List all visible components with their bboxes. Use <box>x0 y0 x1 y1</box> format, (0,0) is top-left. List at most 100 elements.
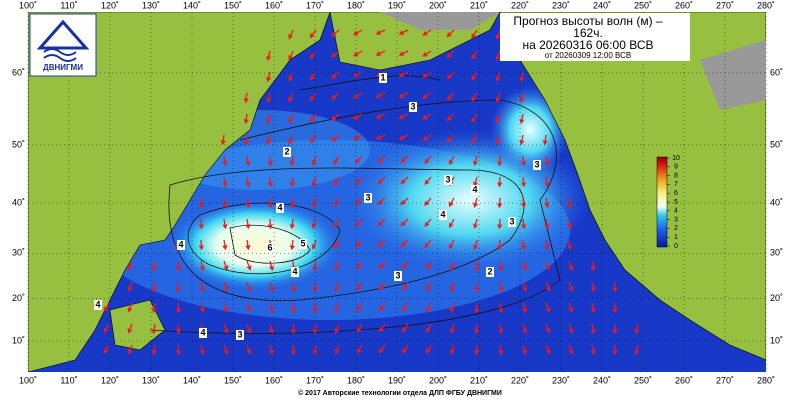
wave-direction-arrow <box>398 113 409 119</box>
wave-direction-arrow <box>426 323 432 334</box>
lat-label: 60˚ <box>770 67 783 77</box>
wave-direction-arrow <box>269 302 274 314</box>
wave-direction-arrow <box>220 134 226 146</box>
lon-label: 170˚ <box>306 375 324 385</box>
contour-label-bg <box>486 267 494 277</box>
wave-direction-arrow <box>521 155 527 167</box>
wave-direction-arrow <box>267 176 273 188</box>
wave-direction-arrow <box>375 29 386 35</box>
wave-direction-arrow <box>498 302 504 314</box>
wave-direction-arrow <box>311 176 317 187</box>
wave-direction-arrow <box>245 176 251 188</box>
wave-direction-arrow <box>446 134 455 143</box>
wave-direction-arrow <box>545 323 551 334</box>
wave-direction-arrow <box>309 92 317 102</box>
lat-label: 10˚ <box>770 335 783 345</box>
lon-label: 250˚ <box>634 375 652 385</box>
colorbar-label: 9 <box>674 164 678 171</box>
contour-label-bg <box>364 193 372 203</box>
wave-direction-arrow <box>151 260 157 272</box>
contour-label: 1 <box>380 72 385 82</box>
wave-direction-arrow <box>246 260 252 271</box>
wave-direction-arrow <box>290 302 296 314</box>
wave-direction-arrow <box>400 218 409 227</box>
wave-direction-arrow <box>103 302 110 312</box>
wave-direction-arrow <box>449 218 455 229</box>
wave-direction-arrow <box>473 239 478 250</box>
wave-direction-arrow <box>634 344 640 356</box>
wave-direction-arrow <box>375 113 386 119</box>
wave-direction-arrow <box>290 344 296 356</box>
contour-label: 3 <box>365 192 370 202</box>
wave-direction-arrow <box>495 71 501 82</box>
wave-direction-arrow <box>474 302 480 314</box>
wave-direction-arrow <box>474 344 480 356</box>
wave-direction-arrow <box>449 197 455 208</box>
wave-direction-arrow <box>449 344 455 355</box>
title-line: на 20260316 06:00 ВСВ <box>523 38 654 52</box>
wave-direction-arrow <box>519 134 525 146</box>
wave-direction-arrow <box>222 176 228 188</box>
wave-direction-arrow <box>544 218 550 230</box>
wave-direction-arrow <box>334 281 340 292</box>
lat-label: 20˚ <box>12 293 25 303</box>
wave-direction-arrow <box>449 323 455 334</box>
wave-direction-arrow <box>521 218 527 230</box>
wave-direction-arrow <box>522 302 528 313</box>
wave-direction-arrow <box>267 197 273 209</box>
contour-label: 5 <box>300 238 305 248</box>
wave-direction-arrow <box>246 302 252 313</box>
wave-direction-arrow <box>495 92 501 103</box>
contour-label: 3 <box>445 174 450 184</box>
wave-direction-arrow <box>309 29 317 39</box>
wave-direction-arrow <box>398 71 409 77</box>
wave-direction-arrow <box>498 281 504 293</box>
contour-label-bg <box>276 203 284 213</box>
wave-direction-arrow <box>590 302 596 314</box>
wave-direction-arrow <box>471 29 478 39</box>
contour-label: 4 <box>472 184 477 194</box>
contour-label-bg <box>199 328 207 338</box>
wave-direction-arrow <box>266 134 272 146</box>
wave-direction-arrow <box>422 92 432 99</box>
lat-label: 20˚ <box>770 293 783 303</box>
colorbar-label: 5 <box>674 199 678 206</box>
wave-direction-arrow <box>175 302 181 314</box>
wave-direction-arrow <box>471 92 478 102</box>
lon-label: 160˚ <box>265 0 283 10</box>
wave-direction-arrow <box>378 260 386 270</box>
wave-direction-arrow <box>400 155 409 164</box>
lon-label: 230˚ <box>552 375 570 385</box>
wave-direction-arrow <box>331 92 340 100</box>
lat-label: 50˚ <box>12 139 25 149</box>
lat-label: 30˚ <box>12 248 25 258</box>
wave-direction-arrow <box>200 281 205 293</box>
wave-direction-arrow <box>331 29 340 37</box>
wave-direction-arrow <box>355 155 363 164</box>
lon-label: 200˚ <box>429 375 447 385</box>
lon-label: 140˚ <box>183 375 201 385</box>
wave-direction-arrow <box>334 260 340 271</box>
wave-direction-arrow <box>497 176 503 188</box>
wave-direction-arrow <box>568 323 574 334</box>
lon-label: 100˚ <box>19 0 37 10</box>
wave-direction-arrow <box>400 239 409 248</box>
wave-direction-arrow <box>449 239 455 250</box>
contour-label-bg <box>471 185 479 195</box>
contour-label-bg <box>533 160 541 170</box>
colorbar-label: 6 <box>674 190 678 197</box>
wave-direction-arrow <box>498 260 504 272</box>
wave-direction-arrow <box>522 344 528 355</box>
wave-direction-arrow <box>422 50 432 57</box>
lon-label: 120˚ <box>101 375 119 385</box>
wave-direction-arrow <box>246 344 252 355</box>
contour-label: 4 <box>277 202 282 212</box>
wave-direction-arrow <box>545 344 551 355</box>
wave-direction-arrow <box>521 239 527 251</box>
wave-direction-arrow <box>289 239 295 251</box>
lon-label: 140˚ <box>183 0 201 10</box>
wave-direction-arrow <box>222 239 228 251</box>
wave-direction-arrow <box>331 71 340 79</box>
contour-label: 4 <box>95 299 100 309</box>
wave-direction-arrow <box>378 302 386 312</box>
